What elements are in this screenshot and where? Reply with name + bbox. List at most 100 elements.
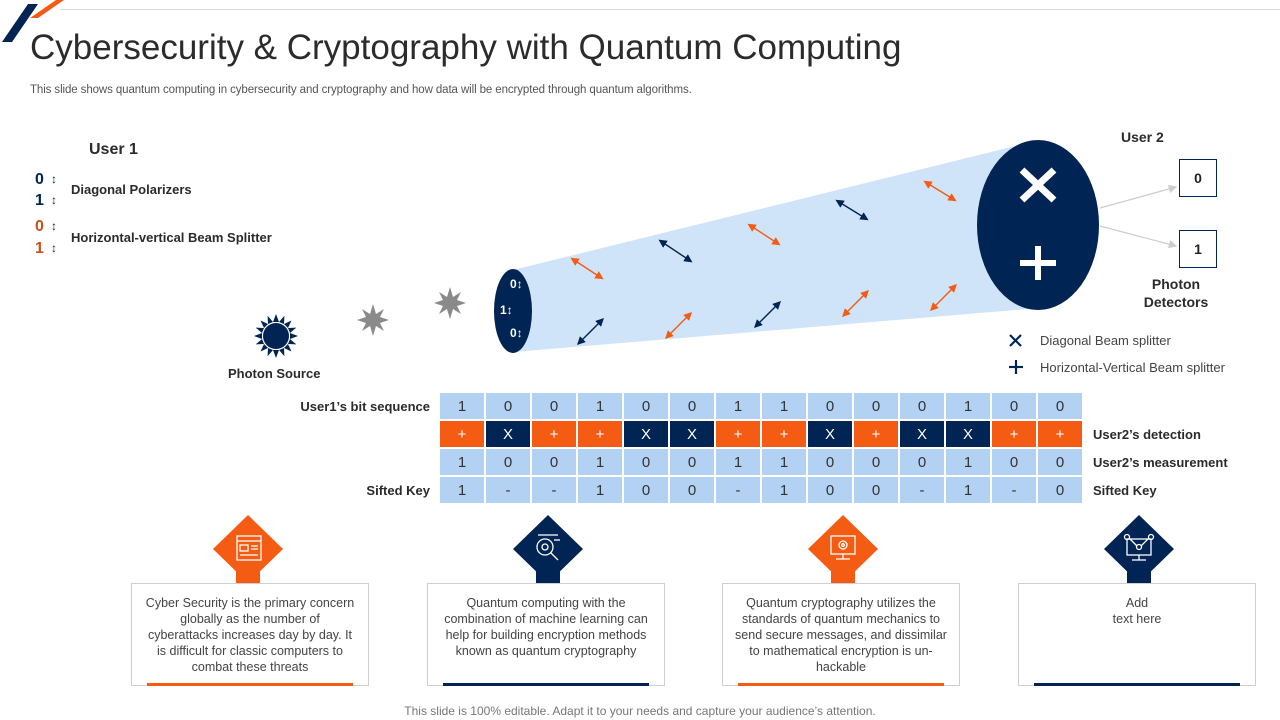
table-cell: + <box>440 421 484 447</box>
page-subtitle: This slide shows quantum computing in cy… <box>30 84 692 96</box>
photon-particle <box>747 223 781 246</box>
table-cell: 0 <box>900 449 944 475</box>
table-cell: 1 <box>440 449 484 475</box>
table-cell: 1 <box>578 449 622 475</box>
table-cell: 1 <box>716 449 760 475</box>
card-text[interactable]: Add text here <box>1112 596 1162 626</box>
table-cell: 0 <box>1038 449 1082 475</box>
card-accent-bar <box>147 683 353 686</box>
table-cell: 0 <box>624 393 668 419</box>
table-cell: 0 <box>808 393 852 419</box>
row-label-sifted-key-left: Sifted Key <box>366 483 430 498</box>
legend-bit: 1 <box>35 192 44 209</box>
user1-title: User 1 <box>89 141 138 158</box>
plus-icon <box>1020 246 1056 280</box>
connector-detector-1 <box>1099 225 1178 249</box>
brand-logo <box>2 0 64 42</box>
table-cell: 1 <box>716 393 760 419</box>
updown-arrow-icon: ↕ <box>51 241 57 255</box>
table-cell: 0 <box>670 393 714 419</box>
card-accent-bar <box>1034 683 1240 686</box>
diagonal-splitter-legend-icon <box>1009 334 1022 347</box>
photon-particle <box>665 312 692 339</box>
table-cell: 1 <box>946 449 990 475</box>
emitter-bit: 1↕ <box>500 303 513 317</box>
network-monitor-icon <box>1123 533 1155 561</box>
table-cell: + <box>854 421 898 447</box>
updown-arrow-icon: ↕ <box>51 193 57 207</box>
row-detection: + X + + X X + + X + X X + + <box>440 421 1084 447</box>
legend-bit: 0 <box>35 218 44 235</box>
sun-icon <box>254 314 298 358</box>
card-accent-bar <box>738 683 944 686</box>
table-cell: X <box>808 421 852 447</box>
hv-splitter-label: Horizontal-Vertical Beam splitter <box>1040 360 1225 375</box>
beam-splitter-receiver <box>977 140 1099 310</box>
table-cell: 1 <box>578 477 622 503</box>
photon-particle <box>842 290 869 317</box>
table-cell: 0 <box>808 477 852 503</box>
photon-emitter <box>494 269 532 353</box>
table-cell: 0 <box>992 449 1036 475</box>
legend-bit: 0 <box>35 171 44 188</box>
info-card-add-text[interactable]: Add text here <box>1018 583 1256 686</box>
table-cell: + <box>532 421 576 447</box>
diagonal-splitter-label: Diagonal Beam splitter <box>1040 333 1171 348</box>
table-cell: 1 <box>440 393 484 419</box>
detector-box-1: 1 <box>1179 230 1217 268</box>
emitter-bit: 0↕ <box>510 326 523 340</box>
photon-detectors-label-line2: Detectors <box>1143 294 1209 310</box>
table-cell: 0 <box>1038 477 1082 503</box>
page-title: Cybersecurity & Cryptography with Quantu… <box>30 28 902 67</box>
card-text: Quantum cryptography utilizes the standa… <box>735 596 947 674</box>
card-text: Quantum computing with the combination o… <box>444 596 648 658</box>
user2-title: User 2 <box>1121 129 1164 145</box>
table-cell: X <box>486 421 530 447</box>
table-cell: 0 <box>486 393 530 419</box>
emitter-bit: 0↕ <box>510 277 523 291</box>
footer-note: This slide is 100% editable. Adapt it to… <box>404 704 876 718</box>
table-cell: 1 <box>762 449 806 475</box>
photon-detectors-label-line1: Photon <box>1151 276 1201 292</box>
table-cell: X <box>670 421 714 447</box>
top-divider <box>60 9 1280 10</box>
table-cell: 0 <box>532 393 576 419</box>
table-cell: - <box>716 477 760 503</box>
legend-label-hv: Horizontal-vertical Beam Splitter <box>71 230 272 245</box>
table-cell: 0 <box>486 449 530 475</box>
table-cell: + <box>762 421 806 447</box>
table-cell: 1 <box>762 393 806 419</box>
analysis-icon <box>536 534 560 561</box>
card-text: Cyber Security is the primary concern gl… <box>145 596 355 674</box>
card-icon-badge <box>513 515 583 584</box>
table-cell: + <box>716 421 760 447</box>
table-cell: X <box>900 421 944 447</box>
photon-particle <box>658 239 693 263</box>
photon-source-label: Photon Source <box>228 366 321 381</box>
table-cell: + <box>992 421 1036 447</box>
table-cell: 1 <box>440 477 484 503</box>
photon-burst-icon <box>434 287 466 319</box>
table-cell: 0 <box>854 449 898 475</box>
table-cell: - <box>992 477 1036 503</box>
table-cell: 0 <box>624 449 668 475</box>
table-cell: 0 <box>670 477 714 503</box>
updown-arrow-icon: ↕ <box>51 219 57 233</box>
monitor-gear-icon <box>830 535 856 560</box>
row-label-detection: User2’s detection <box>1093 427 1201 442</box>
photon-particle <box>754 301 781 328</box>
table-cell: 1 <box>946 477 990 503</box>
table-cell: 0 <box>624 477 668 503</box>
photon-particle <box>930 284 957 311</box>
table-cell: 0 <box>854 393 898 419</box>
table-cell: + <box>1038 421 1082 447</box>
table-cell: 1 <box>762 477 806 503</box>
table-cell: 0 <box>670 449 714 475</box>
table-cell: 0 <box>532 449 576 475</box>
legend-bit: 1 <box>35 240 44 257</box>
photon-particle <box>577 318 604 345</box>
